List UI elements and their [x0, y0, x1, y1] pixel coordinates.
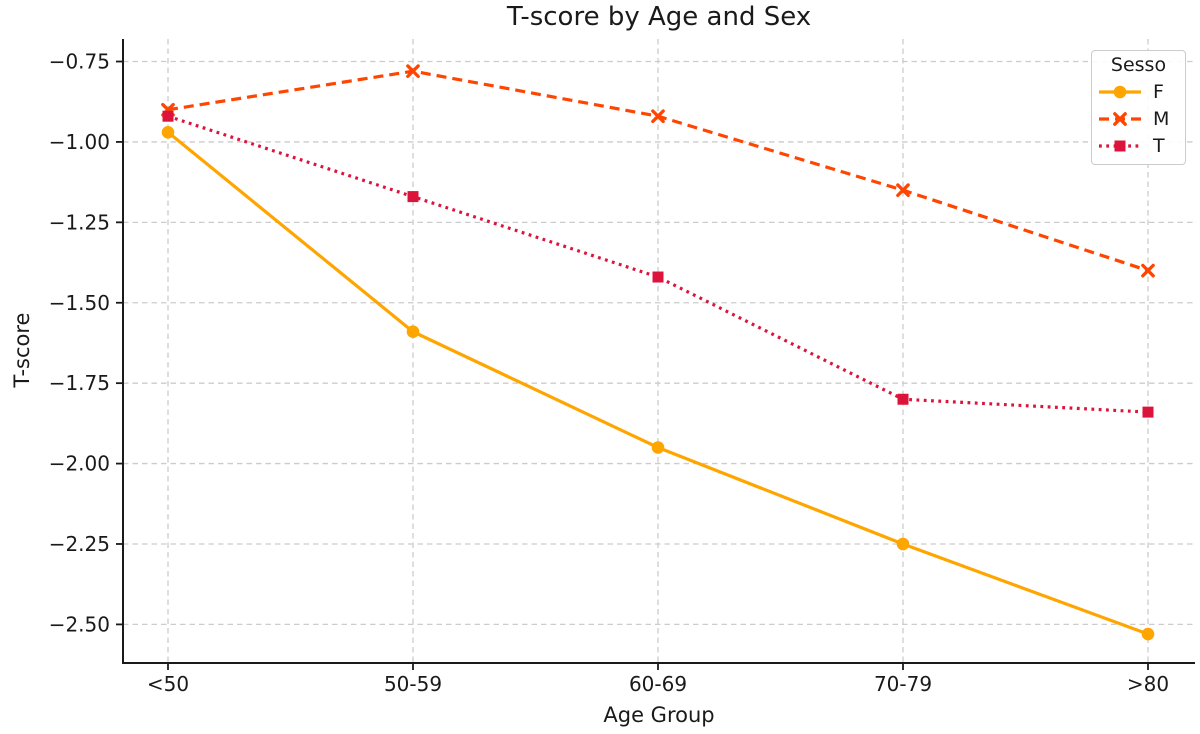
- y-axis-label: T-score: [10, 312, 34, 388]
- x-tick-label: <50: [147, 672, 189, 696]
- legend-title: Sesso: [1110, 54, 1167, 76]
- y-tick-label: −2.50: [49, 612, 110, 636]
- marker-F-0: [161, 125, 175, 139]
- y-tick-label: −1.00: [49, 130, 110, 154]
- marker-M-3: [896, 183, 910, 198]
- marker-T-2: [652, 271, 664, 283]
- y-tick-label: −1.75: [49, 371, 110, 395]
- series-markers-T: [162, 110, 1154, 418]
- legend-line-sample-t: [1099, 140, 1141, 151]
- marker-F-1: [406, 325, 420, 339]
- marker-T-1: [407, 191, 419, 203]
- y-tick-label: −2.00: [49, 452, 110, 476]
- series-line-T: [167, 114, 1149, 414]
- legend-sample-marker: [1113, 85, 1127, 98]
- y-tick-label: −2.25: [49, 532, 110, 556]
- series-markers-F: [161, 125, 1155, 641]
- legend-label-t: T: [1153, 134, 1165, 157]
- x-tick-label: 50-59: [384, 672, 442, 696]
- x-tick-label: 60-69: [629, 672, 687, 696]
- y-tick-label: −0.75: [49, 50, 110, 74]
- chart-title: T-score by Age and Sex: [506, 2, 812, 32]
- x-axis-label: Age Group: [603, 703, 715, 727]
- x-tick-label: 70-79: [874, 672, 932, 696]
- marker-T-4: [1142, 406, 1154, 418]
- x-tick-label: >80: [1127, 672, 1169, 696]
- marker-M-1: [406, 64, 420, 79]
- legend: Sesso F M T: [1091, 50, 1186, 165]
- y-tick-label: −1.25: [49, 210, 110, 234]
- legend-entry-m: M: [1092, 105, 1185, 132]
- marker-T-3: [897, 393, 909, 405]
- marker-T-0: [162, 110, 174, 122]
- legend-sample-marker: [1114, 140, 1126, 151]
- marker-M-4: [1141, 263, 1155, 278]
- marker-M-2: [651, 109, 665, 124]
- legend-entry-f: F: [1092, 78, 1185, 105]
- legend-line-sample-m: [1099, 111, 1141, 126]
- marker-F-2: [651, 441, 665, 454]
- y-tick-label: −1.50: [49, 291, 110, 315]
- marker-F-4: [1141, 627, 1155, 641]
- marker-F-3: [896, 537, 910, 551]
- legend-sample-marker: [1113, 111, 1127, 126]
- legend-line-sample-f: [1099, 85, 1141, 98]
- legend-label-m: M: [1153, 107, 1170, 130]
- legend-entry-t: T: [1092, 132, 1185, 159]
- legend-label-f: F: [1153, 80, 1164, 103]
